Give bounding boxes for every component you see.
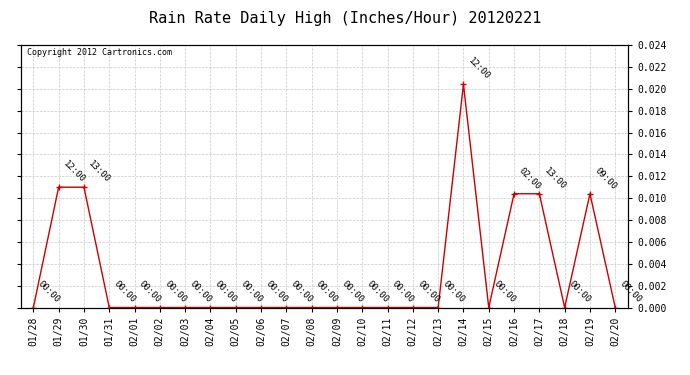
Text: 00:00: 00:00 [365,279,391,305]
Text: 13:00: 13:00 [542,166,567,191]
Text: 13:00: 13:00 [87,159,112,184]
Text: 00:00: 00:00 [315,279,339,305]
Text: Copyright 2012 Cartronics.com: Copyright 2012 Cartronics.com [27,48,172,57]
Text: 00:00: 00:00 [36,279,61,305]
Text: 00:00: 00:00 [163,279,188,305]
Text: 00:00: 00:00 [112,279,137,305]
Text: 00:00: 00:00 [441,279,466,305]
Text: 02:00: 02:00 [517,166,542,191]
Text: 09:00: 09:00 [593,166,618,191]
Text: 00:00: 00:00 [491,279,517,305]
Text: 00:00: 00:00 [213,279,239,305]
Text: 00:00: 00:00 [188,279,213,305]
Text: 00:00: 00:00 [137,279,163,305]
Text: 12:00: 12:00 [61,159,87,184]
Text: 00:00: 00:00 [567,279,593,305]
Text: Rain Rate Daily High (Inches/Hour) 20120221: Rain Rate Daily High (Inches/Hour) 20120… [149,11,541,26]
Text: 00:00: 00:00 [391,279,415,305]
Text: 00:00: 00:00 [289,279,315,305]
Text: 00:00: 00:00 [415,279,441,305]
Text: 12:00: 12:00 [466,56,491,82]
Text: 00:00: 00:00 [264,279,289,305]
Text: 00:00: 00:00 [339,279,365,305]
Text: 00:00: 00:00 [618,279,643,305]
Text: 00:00: 00:00 [239,279,264,305]
